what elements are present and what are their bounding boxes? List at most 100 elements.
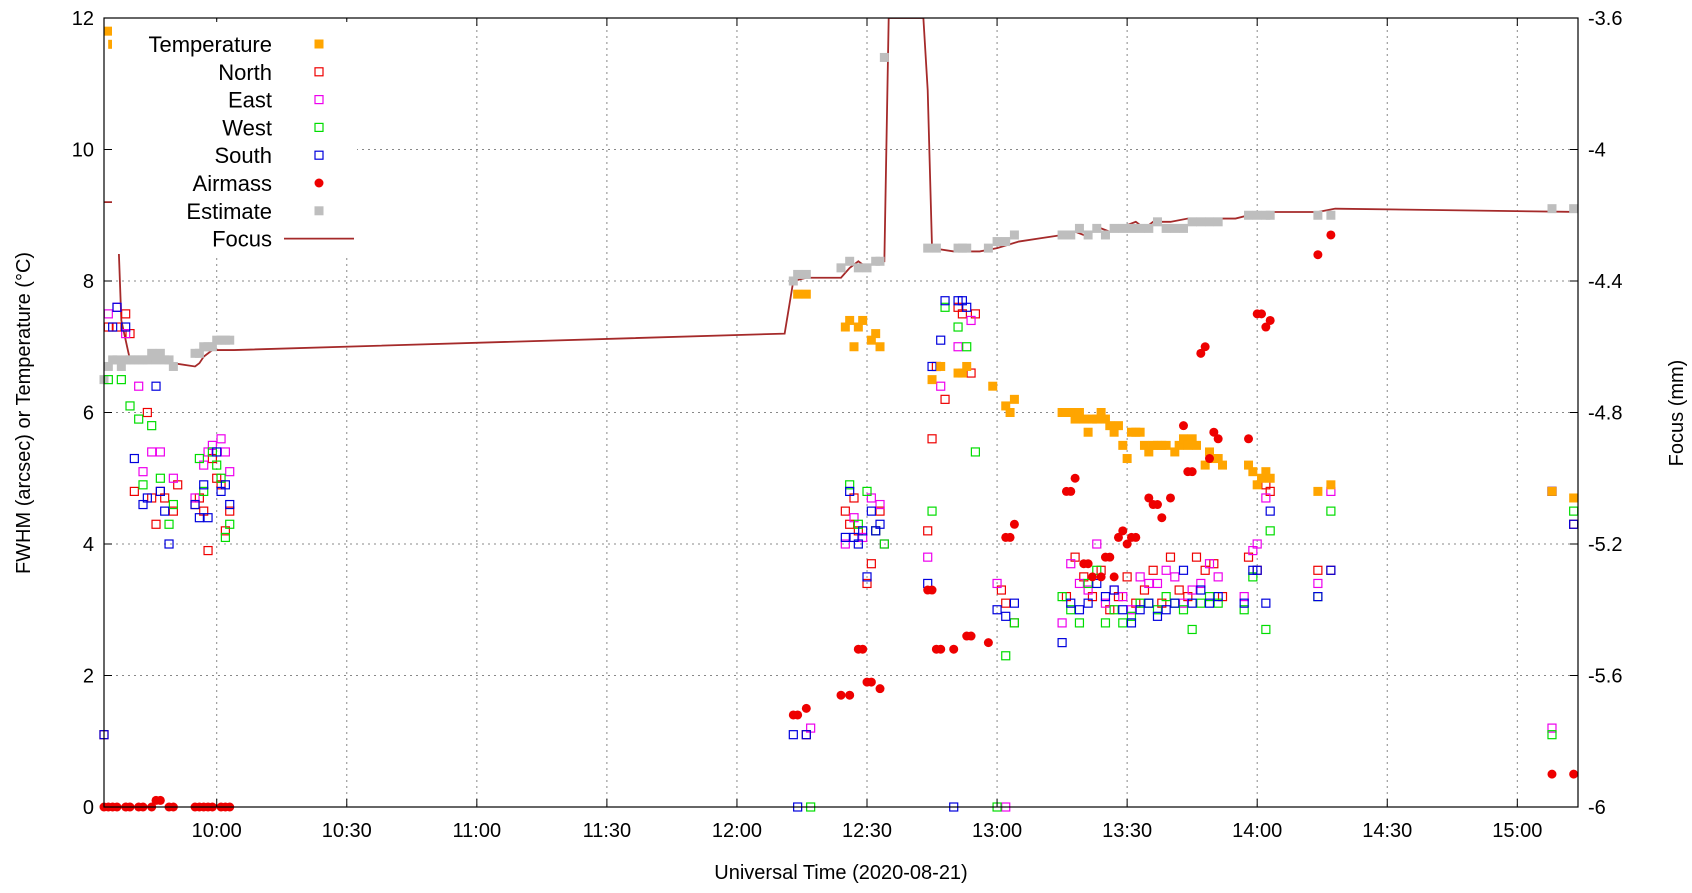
temperature-point [1261, 467, 1271, 477]
temperature-point [1213, 454, 1223, 464]
y-tick-label: 4 [83, 534, 94, 556]
south-point [1118, 605, 1128, 615]
temperature-point [1265, 473, 1275, 483]
south-point [1265, 506, 1275, 516]
east-point [190, 493, 200, 503]
temperature-point [1074, 408, 1084, 417]
temperature-point [871, 329, 881, 339]
south-point [801, 730, 811, 740]
estimate-point [1205, 217, 1214, 227]
south-point [220, 480, 230, 490]
airmass-point [1205, 454, 1214, 464]
west-point [1196, 598, 1206, 608]
airmass-point [1131, 532, 1141, 542]
estimate-point [1109, 223, 1119, 233]
north-point [129, 486, 139, 496]
temperature-point [866, 335, 876, 345]
west-point [1135, 598, 1145, 608]
south-point [1126, 618, 1137, 628]
east-point [1092, 539, 1102, 549]
legend-swatch-south [314, 150, 324, 160]
estimate-point [983, 243, 993, 253]
airmass-point [1261, 322, 1271, 332]
estimate-point [1244, 210, 1254, 220]
west-point [199, 486, 209, 496]
south-point [194, 513, 204, 523]
temperature-point [1313, 486, 1323, 496]
estimate-point [1066, 230, 1076, 240]
estimate-point [801, 269, 811, 279]
y-tick-label: 8 [83, 271, 94, 293]
west-point [220, 532, 230, 543]
temperature-point [1191, 440, 1201, 450]
south-point [1109, 585, 1119, 595]
airmass-point [1070, 473, 1080, 483]
south-point [164, 539, 174, 549]
east-point [1118, 591, 1128, 602]
temperature-point [1178, 434, 1188, 444]
temperature-point [875, 342, 885, 352]
temperature-point [1174, 440, 1184, 450]
south-point [1313, 591, 1323, 602]
temperature-point [1113, 421, 1123, 431]
temperature-point [1218, 460, 1228, 470]
west-point [1100, 618, 1111, 628]
airmass-point [866, 677, 876, 687]
south-point [225, 499, 235, 510]
north-point [866, 559, 876, 569]
south-point [858, 526, 868, 536]
estimate-point [1009, 230, 1019, 240]
estimate-point [112, 355, 122, 365]
x-tick-label: 11:00 [453, 820, 502, 842]
north-point [168, 506, 178, 516]
airmass-point [1105, 552, 1115, 562]
north-point [840, 506, 850, 516]
west-point [225, 519, 235, 529]
airmass-point [1244, 434, 1254, 444]
airmass-point [1109, 572, 1119, 582]
temperature-point [1070, 414, 1080, 424]
estimate-point [992, 237, 1002, 247]
south-point [1152, 611, 1163, 621]
legend-background [112, 22, 357, 254]
west-point [1239, 605, 1249, 615]
estimate-point [875, 256, 885, 266]
south-point [788, 730, 798, 740]
temperature-point [1118, 440, 1128, 450]
temperature-point [1135, 427, 1145, 437]
east-point [216, 434, 226, 444]
south-point [875, 519, 885, 529]
south-point [1083, 598, 1093, 608]
south-point [199, 480, 209, 490]
temperature-point [1139, 440, 1149, 450]
y2-axis-title: Focus (mm) [1666, 360, 1688, 467]
temperature-point [1122, 454, 1132, 464]
west-point [116, 375, 126, 385]
east-point [1547, 723, 1557, 733]
legend-swatch-north [314, 67, 324, 77]
south-point [1092, 578, 1102, 589]
legend-label: Temperature [148, 32, 272, 57]
east-point [1126, 605, 1137, 615]
y-tick-label: 10 [72, 140, 94, 162]
west-point [1265, 526, 1275, 536]
estimate-point [1265, 210, 1275, 220]
west-point [147, 421, 157, 431]
north-point [940, 394, 950, 404]
airmass-point [1009, 519, 1019, 529]
west-point [1057, 591, 1067, 602]
temperature-point [1092, 414, 1102, 424]
airmass-point [858, 644, 868, 654]
airmass-point [1113, 532, 1123, 542]
north-point [862, 578, 872, 589]
airmass-point [1178, 421, 1188, 431]
airmass-point [1265, 315, 1275, 325]
temperature-point [1109, 427, 1119, 437]
axis-ticks: 10:00 10:30 11:00 11:30 12:00 12:30 13:00 13:30… [72, 8, 1623, 842]
south-point [203, 513, 213, 523]
south-point [1239, 598, 1249, 608]
estimate-point [142, 355, 152, 365]
y-tick-label: 6 [83, 403, 94, 425]
temperature-point [1200, 460, 1210, 470]
